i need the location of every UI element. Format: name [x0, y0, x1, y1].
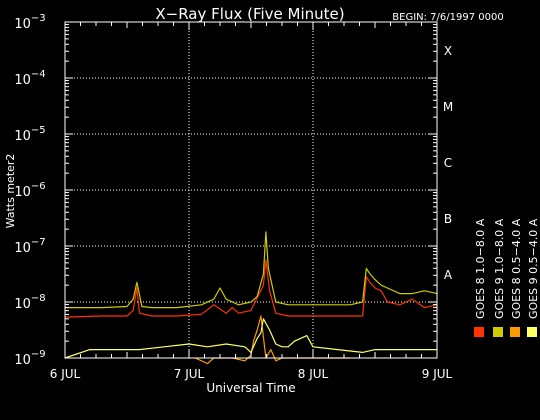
x-tick-label: 6 JUL [50, 367, 81, 381]
y-tick-base: 10 [14, 353, 31, 368]
legend-label: GOES 8 0.5−4.0 A [510, 218, 523, 319]
x-axis: 6 JUL 7 JUL 8 JUL 9 JUL [50, 22, 453, 381]
flare-class-label: M [443, 100, 453, 114]
legend-label: GOES 8 1.0−8.0 A [474, 218, 487, 319]
y-tick-label: 10−5 [14, 125, 45, 144]
x-tick-label: 7 JUL [174, 367, 205, 381]
y-axis: 10−310−410−510−610−710−810−9 [14, 13, 437, 368]
x-tick-label: 8 JUL [298, 367, 329, 381]
x-tick-label: 9 JUL [422, 367, 453, 381]
y-tick-base: 10 [14, 17, 31, 32]
legend-swatch [510, 327, 520, 337]
y-tick-exponent: −7 [31, 237, 46, 248]
y-tick-label: 10−7 [14, 237, 45, 256]
legend-swatch [527, 327, 537, 337]
series-line-0 [64, 259, 438, 318]
y-tick-base: 10 [14, 73, 31, 88]
y-tick-base: 10 [14, 241, 31, 256]
y-tick-exponent: −4 [31, 69, 46, 80]
x-axis-label: Universal Time [206, 381, 295, 395]
y-tick-exponent: −5 [31, 125, 46, 136]
series-line-3 [64, 318, 437, 359]
legend: GOES 8 1.0−8.0 A GOES 9 1.0−8.0 A GOES 8 0… [474, 218, 540, 337]
series-line-2 [65, 231, 438, 309]
y-tick-label: 10−3 [14, 13, 45, 32]
y-tick-label: 10−4 [14, 69, 45, 88]
flare-class-axis: X M C B A [443, 44, 453, 282]
y-tick-exponent: −6 [31, 181, 46, 192]
y-tick-base: 10 [14, 129, 31, 144]
y-tick-base: 10 [14, 185, 31, 200]
flare-class-label: A [444, 268, 453, 282]
y-tick-label: 10−8 [14, 293, 45, 312]
flare-class-label: C [444, 156, 452, 170]
legend-label: GOES 9 1.0−8.0 A [493, 218, 506, 319]
flare-class-label: X [444, 44, 452, 58]
y-tick-exponent: −3 [31, 13, 46, 24]
legend-swatch [474, 327, 484, 337]
y-tick-exponent: −8 [31, 293, 46, 304]
y-tick-base: 10 [14, 297, 31, 312]
legend-label: GOES 9 0.5−4.0 A [527, 218, 540, 319]
grid-lines [65, 22, 437, 358]
y-tick-exponent: −9 [31, 349, 46, 360]
legend-swatch [493, 327, 503, 337]
y-tick-label: 10−6 [14, 181, 45, 200]
y-tick-label: 10−9 [14, 349, 45, 368]
y-axis-label: Watts meter2 [4, 154, 17, 229]
begin-date-label: BEGIN: 7/6/1997 0000 [392, 12, 503, 23]
flare-class-label: B [444, 212, 452, 226]
chart-title: X−Ray Flux (Five Minute) [155, 5, 344, 23]
